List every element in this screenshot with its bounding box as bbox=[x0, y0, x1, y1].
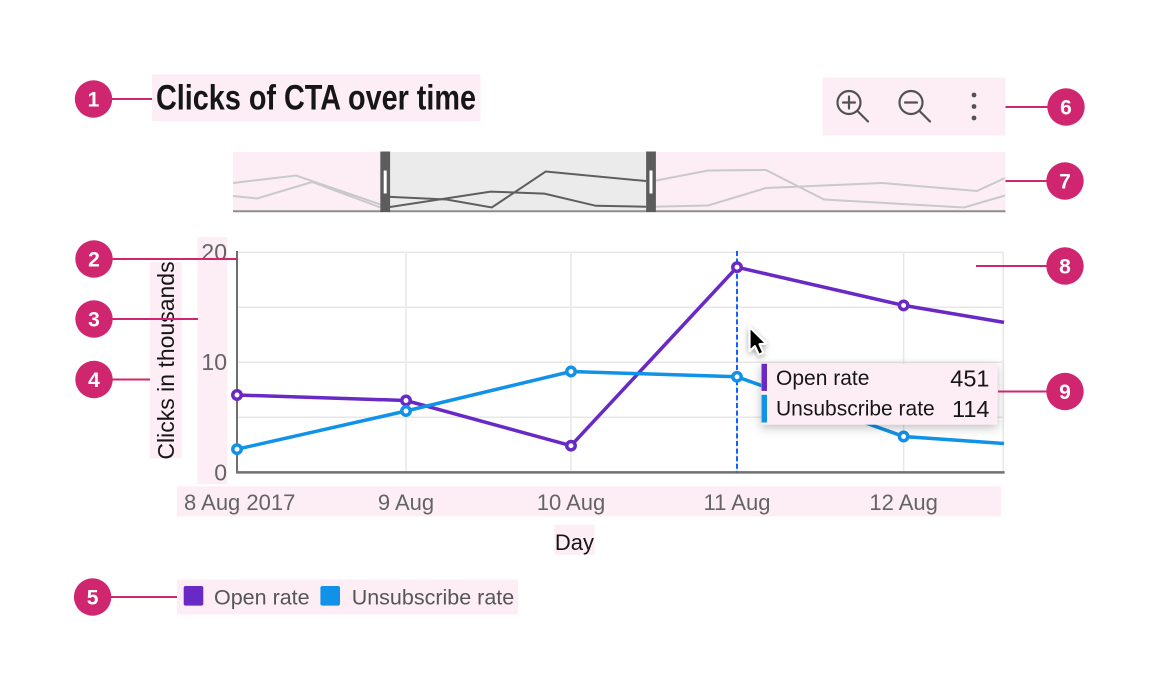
svg-text:8: 8 bbox=[1059, 256, 1071, 279]
svg-text:5: 5 bbox=[87, 587, 99, 610]
svg-text:4: 4 bbox=[88, 369, 100, 392]
svg-text:451: 451 bbox=[950, 366, 989, 392]
svg-text:Day: Day bbox=[555, 530, 594, 555]
svg-text:Unsubscribe rate: Unsubscribe rate bbox=[352, 586, 515, 610]
svg-text:7: 7 bbox=[1059, 171, 1071, 194]
svg-text:8 Aug 2017: 8 Aug 2017 bbox=[184, 490, 295, 515]
svg-text:1: 1 bbox=[88, 89, 100, 112]
svg-text:6: 6 bbox=[1060, 97, 1072, 120]
svg-text:Clicks in thousands: Clicks in thousands bbox=[153, 261, 179, 459]
svg-text:Clicks of CTA over time: Clicks of CTA over time bbox=[156, 79, 476, 118]
svg-text:0: 0 bbox=[214, 460, 227, 486]
svg-text:Unsubscribe rate: Unsubscribe rate bbox=[776, 398, 935, 421]
svg-text:12 Aug: 12 Aug bbox=[869, 490, 938, 515]
svg-text:2: 2 bbox=[88, 249, 100, 272]
svg-text:3: 3 bbox=[88, 309, 100, 332]
svg-text:10 Aug: 10 Aug bbox=[537, 490, 606, 515]
svg-text:10: 10 bbox=[201, 349, 227, 375]
svg-text:Open rate: Open rate bbox=[214, 586, 310, 610]
svg-text:9: 9 bbox=[1059, 381, 1071, 404]
svg-text:114: 114 bbox=[952, 396, 989, 422]
svg-text:11 Aug: 11 Aug bbox=[704, 490, 771, 515]
svg-text:20: 20 bbox=[201, 239, 227, 265]
svg-text:9 Aug: 9 Aug bbox=[378, 490, 434, 515]
svg-text:Open rate: Open rate bbox=[776, 367, 869, 390]
